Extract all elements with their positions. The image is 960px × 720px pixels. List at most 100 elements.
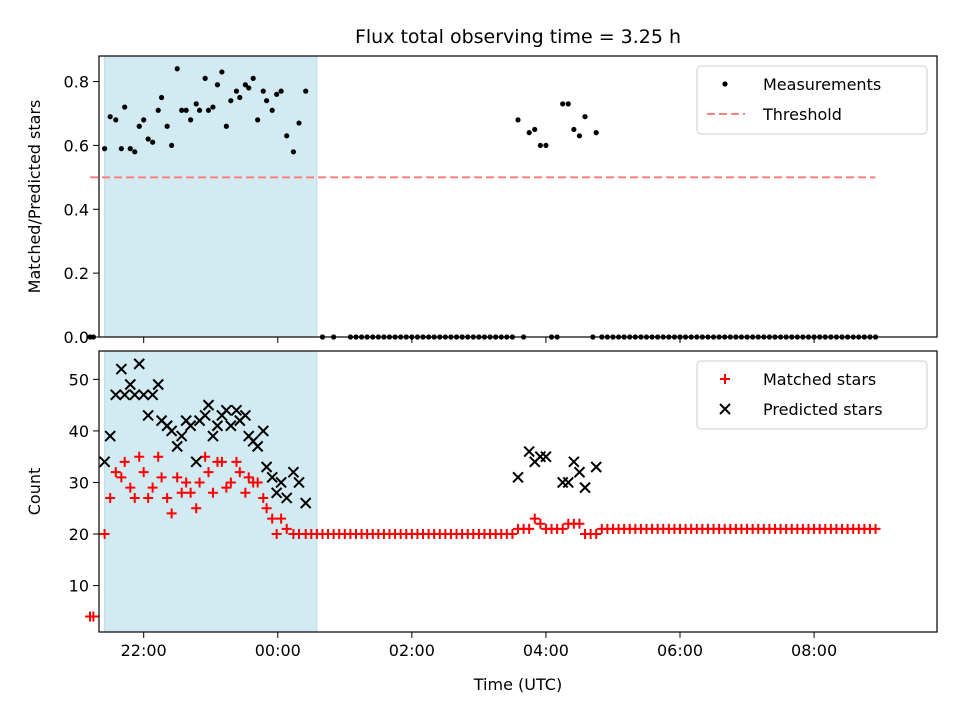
- predicted-stars-point: [225, 420, 237, 432]
- predicted-stars-point: [124, 378, 136, 391]
- predicted-stars-point: [573, 466, 586, 478]
- matched-stars-point: [116, 472, 127, 483]
- measurement-point: [132, 149, 138, 155]
- predicted-stars-point: [270, 487, 283, 499]
- measurement-point: [278, 88, 284, 94]
- matched-stars-point: [234, 467, 245, 478]
- matched-stars-point: [252, 477, 263, 488]
- measurement-point: [571, 126, 577, 133]
- matched-stars-point: [125, 482, 136, 493]
- measurement-point: [219, 69, 225, 75]
- measurement-point: [582, 114, 588, 120]
- bottom-panel: 22:00 00:00 02:00 04:00 06:00 08:00 10 20 30 40 50…: [25, 350, 938, 694]
- predicted-stars-point: [118, 389, 131, 401]
- legend-box: [696, 65, 928, 135]
- matched-stars-point: [243, 472, 254, 483]
- y-tick-label: 0.2: [64, 264, 89, 283]
- predicted-stars-point: [104, 430, 116, 442]
- measurement-point: [174, 66, 180, 72]
- matched-stars-point: [138, 467, 149, 478]
- matched-stars-point: [231, 456, 242, 467]
- y-tick-label: 30: [69, 473, 89, 492]
- observing-window-shading: [104, 55, 318, 338]
- matched-stars-point: [147, 482, 158, 493]
- measurement-point: [543, 142, 549, 149]
- measurement-point: [560, 101, 566, 107]
- measurement-point: [532, 126, 538, 133]
- x-tick-label: 04:00: [523, 641, 569, 660]
- y-tick-label: 0.0: [64, 328, 89, 347]
- y-tick-label: 20: [69, 525, 89, 544]
- predicted-stars-point: [199, 409, 211, 422]
- y-tick-label: 0.8: [64, 73, 89, 92]
- x-tick-label: 22:00: [121, 641, 167, 660]
- measurement-point: [255, 117, 261, 123]
- legend-marker: [719, 403, 731, 415]
- measurement-point: [269, 107, 275, 113]
- measurement-point: [303, 88, 309, 94]
- measurement-point: [233, 88, 240, 94]
- measurement-point: [188, 117, 194, 123]
- predicted-stars-point: [251, 440, 264, 453]
- predicted-stars-point: [540, 450, 552, 463]
- predicted-stars-point: [190, 456, 202, 468]
- predicted-stars-point: [110, 389, 122, 401]
- matched-stars-point: [267, 513, 278, 524]
- predicted-stars-point: [239, 409, 252, 422]
- predicted-stars-point: [590, 461, 602, 473]
- measurement-point: [260, 88, 266, 94]
- predicted-stars-point: [562, 476, 574, 489]
- measurement-point: [250, 75, 256, 81]
- predicted-stars-point: [152, 378, 164, 391]
- predicted-stars-point: [98, 456, 111, 468]
- matched-stars-point: [88, 611, 99, 622]
- predicted-stars-point: [175, 430, 188, 442]
- measurement-point: [296, 120, 302, 126]
- measurement-point: [183, 107, 189, 113]
- measurement-point: [246, 85, 252, 91]
- matched-stars-point: [258, 492, 269, 503]
- predicted-stars-point: [523, 445, 535, 458]
- measurement-point: [101, 146, 108, 152]
- matched-stars-point: [156, 472, 167, 483]
- measurement-point: [205, 107, 212, 113]
- y-axis-label: Matched/Predicted stars: [25, 100, 44, 294]
- matched-stars-point: [166, 508, 177, 519]
- x-axis-label: Time (UTC): [473, 675, 562, 694]
- series-measurements: [87, 66, 879, 340]
- matched-stars-point: [162, 492, 173, 503]
- predicted-stars-point: [579, 481, 591, 494]
- legend: Measurements Threshold: [696, 65, 928, 135]
- measurement-point: [202, 75, 208, 81]
- legend-box: [696, 360, 928, 430]
- matched-stars-point: [200, 451, 211, 462]
- matched-stars-point: [535, 518, 546, 529]
- matched-stars-point: [591, 529, 602, 540]
- measurement-point: [264, 98, 270, 104]
- matched-stars-point: [110, 467, 121, 478]
- matched-stars-point: [185, 487, 196, 498]
- predicted-stars-point: [266, 471, 278, 484]
- plot-frame: [98, 55, 938, 338]
- predicted-stars-point: [257, 425, 269, 437]
- matched-stars-point: [870, 523, 881, 534]
- measurement-point: [122, 104, 128, 110]
- measurement-point: [127, 146, 133, 152]
- series-predicted-stars: [98, 358, 602, 509]
- legend-marker: [720, 374, 730, 384]
- y-axis-label: Count: [25, 468, 44, 516]
- matched-stars-point: [207, 487, 218, 498]
- y-tick-label: 50: [69, 370, 89, 389]
- matched-stars-point: [194, 477, 205, 488]
- predicted-stars-point: [146, 389, 159, 401]
- matched-stars-point: [221, 482, 232, 493]
- measurement-point: [136, 123, 142, 129]
- measurement-point: [565, 101, 571, 107]
- x-tick-label: 08:00: [791, 641, 837, 660]
- measurement-point: [223, 123, 229, 129]
- predicted-stars-point: [211, 420, 224, 432]
- matched-stars-point: [574, 518, 585, 529]
- predicted-stars-point: [142, 409, 154, 422]
- matched-stars-point: [153, 451, 164, 462]
- x-tick-label: 06:00: [657, 641, 703, 660]
